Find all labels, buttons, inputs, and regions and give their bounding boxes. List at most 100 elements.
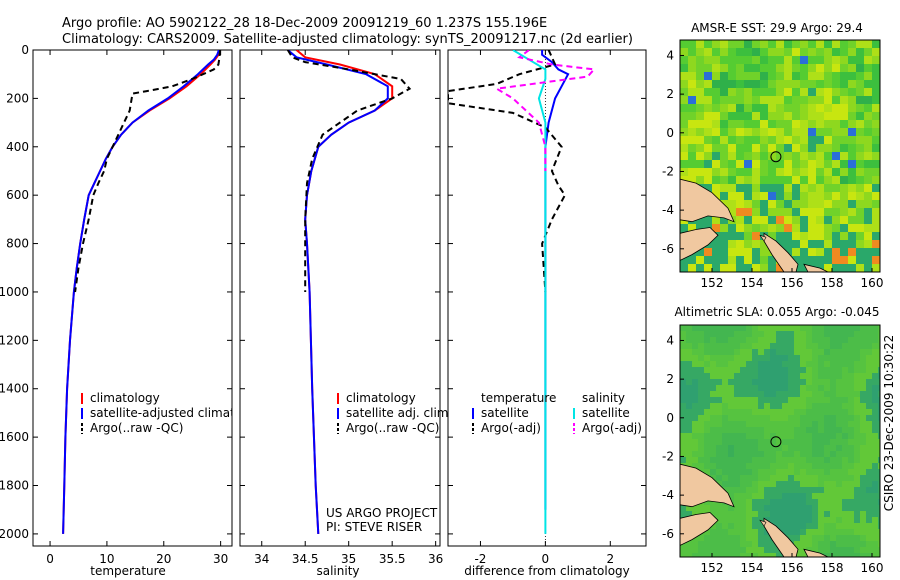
heatmap-cell [848,88,857,97]
heatmap-cell [818,391,825,398]
heatmap-cell [710,367,717,374]
heatmap-cell [752,415,759,422]
heatmap-cell [734,337,741,344]
heatmap-cell [770,541,777,548]
heatmap-cell [806,391,813,398]
heatmap-cell [818,505,825,512]
salinity-xlabel: salinity [316,564,359,578]
heatmap-cell [722,379,729,386]
heatmap-cell [720,112,729,121]
heatmap-cell [878,331,880,338]
heatmap-cell [800,409,807,416]
heatmap-cell [840,144,849,153]
heatmap-cell [720,256,729,265]
heatmap-cell [854,493,861,500]
heatmap-cell [716,523,723,530]
heatmap-cell [872,168,880,177]
heatmap-cell [866,427,873,434]
heatmap-cell [788,481,795,488]
heatmap-cell [698,505,705,512]
heatmap-cell [872,216,880,225]
heatmap-cell [832,192,841,201]
heatmap-cell [864,104,873,113]
heatmap-cell [770,439,777,446]
heatmap-cell [808,120,817,129]
heatmap-cell [696,144,705,153]
heatmap-cell [764,457,771,464]
heatmap-cell [710,361,717,368]
heatmap-cell [784,48,793,57]
heatmap-cell [680,439,687,446]
heatmap-cell [860,505,867,512]
heatmap-cell [740,325,747,332]
heatmap-cell [818,385,825,392]
x-tick-label: 152 [701,276,724,290]
heatmap-cell [824,96,833,105]
heatmap-cell [776,192,785,201]
heatmap-cell [740,403,747,410]
heatmap-cell [854,349,861,356]
heatmap-cell [760,264,769,272]
heatmap-cell [866,337,873,344]
heatmap-cell [728,200,737,209]
heatmap-cell [824,367,831,374]
heatmap-cell [830,385,837,392]
heatmap-cell [800,481,807,488]
heatmap-cell [760,64,769,73]
heatmap-cell [746,499,753,506]
heatmap-cell [704,421,711,428]
heatmap-cell [842,415,849,422]
heatmap-cell [872,505,879,512]
heatmap-cell [720,128,729,137]
heatmap-cell [692,355,699,362]
heatmap-cell [752,240,761,249]
heatmap-cell [688,48,697,57]
heatmap-cell [818,367,825,374]
heatmap-cell [854,541,861,548]
legend-label-satellite: satellite-adjusted climatology [90,406,268,420]
heatmap-cell [830,361,837,368]
heatmap-cell [704,96,713,105]
heatmap-cell [716,505,723,512]
heatmap-cell [878,343,880,350]
heatmap-cell [740,511,747,518]
heatmap-cell [746,427,753,434]
heatmap-cell [776,331,783,338]
heatmap-cell [836,535,843,542]
heatmap-cell [784,136,793,145]
heatmap-cell [784,232,793,241]
heatmap-cell [734,367,741,374]
heatmap-cell [836,469,843,476]
heatmap-cell [794,349,801,356]
heatmap-cell [728,264,737,272]
heatmap-cell [782,385,789,392]
heatmap-cell [722,343,729,350]
heatmap-cell [768,168,777,177]
heatmap-cell [878,421,880,428]
heatmap-cell [716,337,723,344]
heatmap-cell [800,40,809,49]
heatmap-cell [800,457,807,464]
heatmap-cell [860,463,867,470]
heatmap-cell [806,451,813,458]
heatmap-cell [840,120,849,129]
argo-float-marker [770,151,782,163]
heatmap-cell [728,553,735,557]
heatmap-cell [758,373,765,380]
heatmap-cell [712,56,721,65]
heatmap-cell [764,403,771,410]
heatmap-cell [704,128,713,137]
x-tick-label: 154 [741,561,764,575]
heatmap-cell [860,361,867,368]
heatmap-cell [872,469,879,476]
heatmap-cell [816,128,825,137]
heatmap-cell [686,433,693,440]
heatmap-cell [752,144,761,153]
heatmap-cell [854,355,861,362]
heatmap-cell [710,409,717,416]
heatmap-cell [816,160,825,169]
series-line [493,50,597,171]
heatmap-cell [776,224,785,233]
heatmap-cell [864,192,873,201]
heatmap-cell [776,439,783,446]
